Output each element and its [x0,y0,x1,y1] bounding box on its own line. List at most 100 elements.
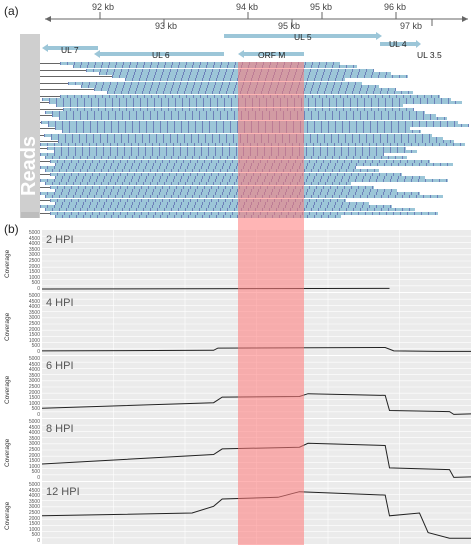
y-tick-label: 2000 [28,389,40,396]
gene-ul6-arrow [94,50,224,58]
y-tick-label: 4000 [28,367,40,374]
y-tick-label: 3500 [28,372,40,379]
gene-orfm-arrow [238,50,304,58]
read-alignment [56,104,403,108]
read-connector-line [40,89,94,90]
y-tick-column: 5000 4500 4000 3500 3000 2500 2000 1500 1000 500 0 [22,419,40,481]
y-tick-label: 1000 [28,463,40,470]
y-tick-label: 0 [37,286,40,292]
read-alignment [125,78,345,82]
reads-scroll-handle[interactable] [21,212,39,218]
y-tick-label: 3500 [28,246,40,253]
y-axis-label: Coverage [4,438,11,467]
y-tick-label: 500 [31,343,40,350]
y-tick-label: 1500 [28,521,40,528]
y-tick-label: 4000 [28,430,40,437]
coverage-line [42,346,471,352]
gene-label-orfm: ORF M [258,50,286,60]
scale-label-92kb: 92 kb [92,2,115,12]
y-tick-label: 2000 [28,263,40,270]
y-tick-label: 4500 [28,424,40,431]
read-connector-line [40,199,50,201]
read-connector-line [40,108,63,110]
y-tick-label: 4000 [28,241,40,248]
hpi-label: 4 HPI [46,297,74,309]
coverage-line [42,442,471,478]
y-tick-column: 5000 4500 4000 3500 3000 2500 2000 1500 1000 500 0 [22,356,40,418]
read-alignment [40,166,356,169]
y-tick-label: 1500 [28,395,40,402]
y-tick-label: 1000 [28,400,40,407]
gene-ul4-arrow [380,40,421,48]
y-tick-label: 0 [37,475,40,481]
y-tick-label: 3500 [28,435,40,442]
reads-track-label-bar [20,34,40,218]
y-tick-label: 500 [31,280,40,287]
coverage-line [42,287,390,290]
read-alignment [68,81,362,85]
gene-label-ul6: UL 6 [152,50,170,60]
read-alignment [54,149,417,153]
y-tick-label: 3000 [28,378,40,385]
y-tick-label: 4000 [28,304,40,311]
read-alignment [50,185,374,189]
read-alignment [40,192,420,195]
read-alignment [55,214,341,218]
read-connector-line [40,115,52,116]
y-tick-label: 3500 [28,498,40,505]
y-tick-label: 3000 [28,315,40,322]
read-alignment [45,169,379,173]
read-connector-line [40,134,44,136]
read-alignment [50,198,346,202]
read-alignment [45,156,407,160]
y-tick-label: 1000 [28,526,40,533]
orf-m-highlight-region [238,62,304,545]
read-alignment [55,188,397,192]
hpi-label: 6 HPI [46,360,74,372]
read-alignment [50,172,402,176]
read-connector-line [40,102,49,103]
scale-label-95kb-bottom: 95 kb [278,21,301,31]
read-alignment [40,205,392,208]
y-tick-label: 4500 [28,298,40,305]
gene-ul7-arrow [42,44,98,52]
hpi-label: 12 HPI [46,486,80,498]
read-alignment [81,84,379,88]
y-tick-label: 1500 [28,269,40,276]
y-tick-label: 500 [31,469,40,476]
y-tick-label: 3000 [28,441,40,448]
y-tick-label: 1000 [28,337,40,344]
y-tick-label: 5000 [28,356,40,362]
y-tick-label: 2000 [28,452,40,459]
reads-track-label: Reads [18,135,40,196]
y-tick-column: 5000 4500 4000 3500 3000 2500 2000 1500 1000 500 0 [22,482,40,544]
y-tick-label: 2500 [28,510,40,516]
y-tick-label: 2500 [28,447,40,453]
y-axis-label: Coverage [4,312,11,341]
read-alignment [40,153,384,156]
gene-label-ul35: UL 3.5 [417,50,442,60]
y-tick-label: 0 [37,349,40,355]
y-tick-label: 2000 [28,515,40,522]
y-tick-label: 5000 [28,419,40,425]
y-tick-label: 500 [31,406,40,413]
panel-a-label: (a) [4,4,19,18]
gene-ul5-arrow [224,32,382,40]
read-alignment [73,65,357,69]
read-connector-line [40,147,47,149]
y-tick-label: 4500 [28,487,40,494]
gene-track [42,32,421,58]
y-tick-label: 5000 [28,482,40,488]
read-connector-line [40,212,50,214]
read-connector-line [40,121,41,123]
genome-scale-axis [45,12,468,26]
read-alignment [47,146,406,150]
read-connector-line [40,173,50,175]
read-alignment [55,201,369,205]
y-tick-label: 2500 [28,258,40,264]
read-alignment [60,62,340,65]
y-tick-label: 1500 [28,332,40,339]
read-alignment [86,68,374,72]
y-tick-label: 0 [37,412,40,418]
read-connector-line [40,128,55,129]
